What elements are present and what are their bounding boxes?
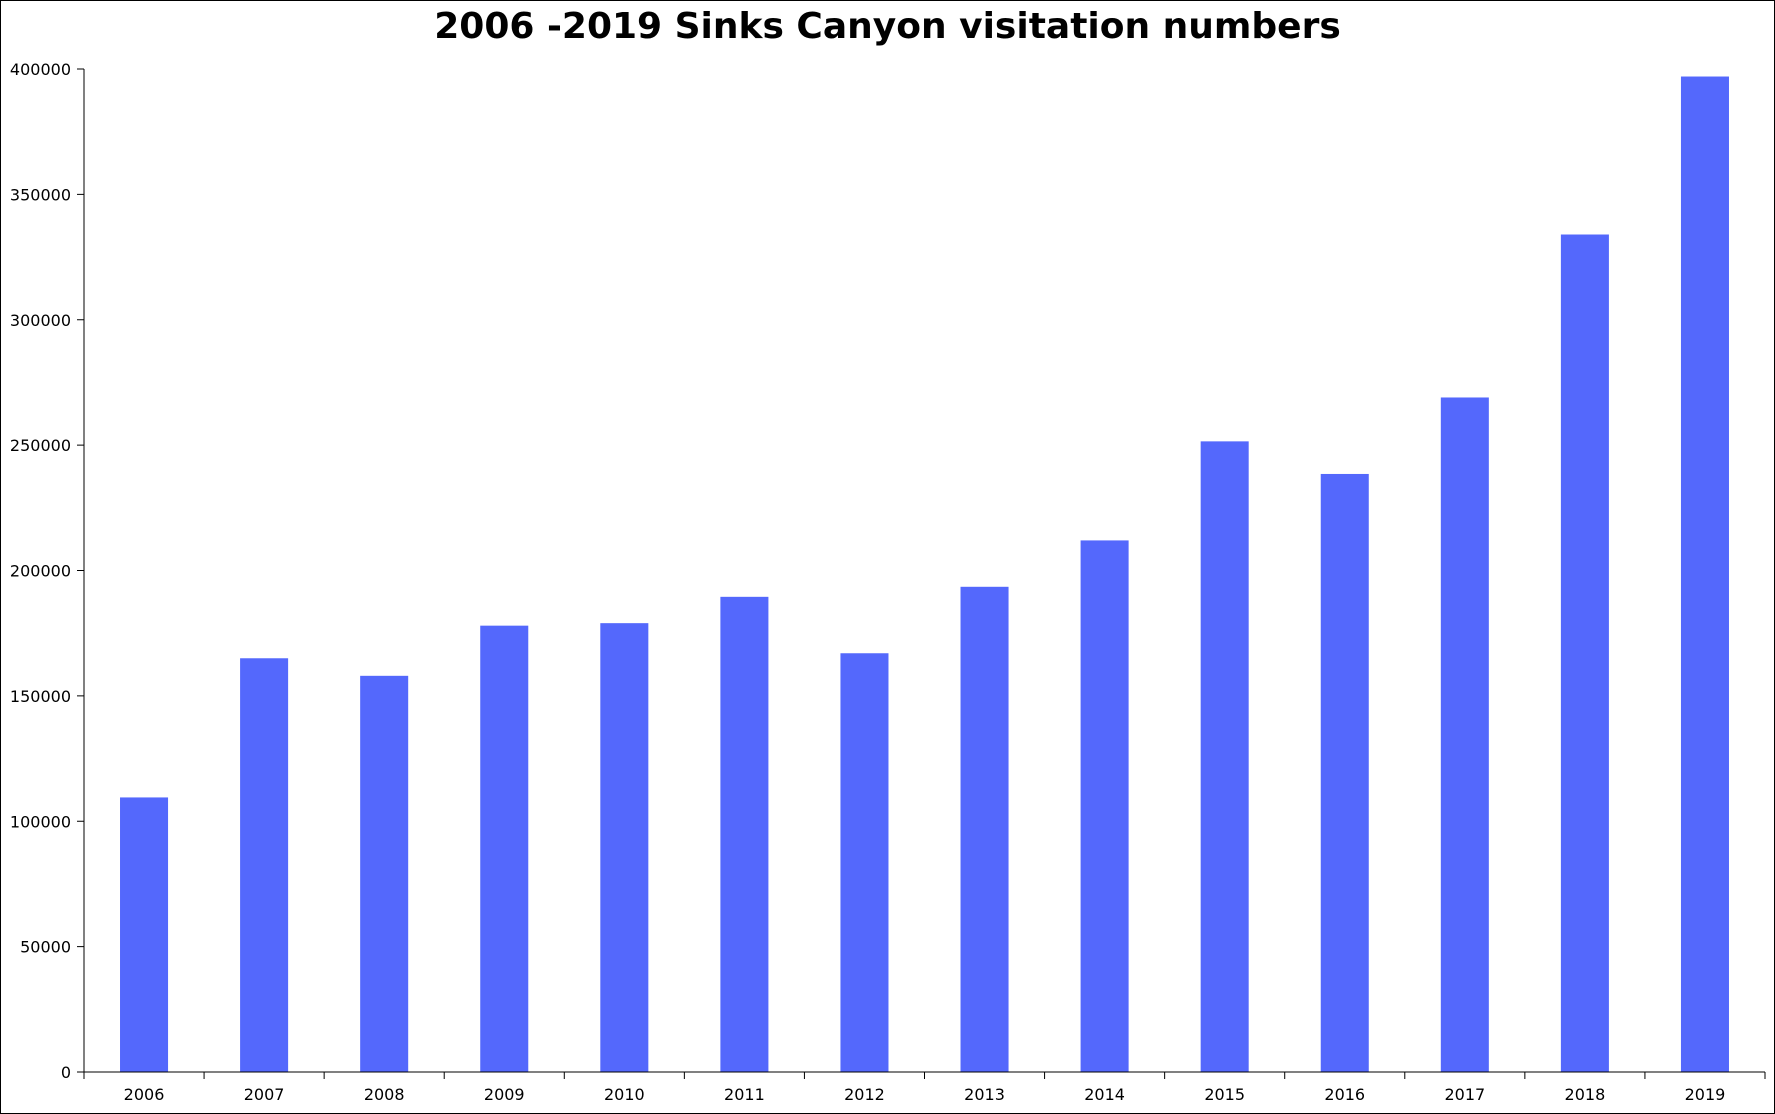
x-tick-label-2012: 2012 xyxy=(844,1085,885,1104)
x-tick-label-2016: 2016 xyxy=(1324,1085,1365,1104)
bar-2014 xyxy=(1080,540,1129,1072)
bar-2012 xyxy=(840,653,889,1072)
bar-2009 xyxy=(480,625,529,1072)
x-tick-label-2015: 2015 xyxy=(1204,1085,1245,1104)
bar-2017 xyxy=(1440,397,1489,1073)
x-tick-label-2006: 2006 xyxy=(124,1085,165,1104)
bar-2007 xyxy=(240,658,289,1072)
y-tick-label: 200000 xyxy=(10,562,71,581)
x-tick-label-2009: 2009 xyxy=(484,1085,525,1104)
y-tick-label: 350000 xyxy=(10,185,71,204)
y-tick-label: 0 xyxy=(61,1063,71,1082)
chart-title: 2006 -2019 Sinks Canyon visitation numbe… xyxy=(434,6,1341,47)
x-tick-label-2011: 2011 xyxy=(724,1085,765,1104)
x-tick-label-2013: 2013 xyxy=(964,1085,1005,1104)
x-tick-label-2008: 2008 xyxy=(364,1085,405,1104)
bar-2018 xyxy=(1560,234,1609,1072)
bar-2019 xyxy=(1680,76,1729,1072)
bar-2006 xyxy=(120,797,169,1072)
y-tick-label: 100000 xyxy=(10,812,71,831)
y-tick-label: 150000 xyxy=(10,687,71,706)
x-tick-label-2014: 2014 xyxy=(1084,1085,1125,1104)
x-tick-label-2019: 2019 xyxy=(1685,1085,1726,1104)
bar-2016 xyxy=(1320,473,1369,1073)
y-tick-label: 300000 xyxy=(10,311,71,330)
x-tick-label-2010: 2010 xyxy=(604,1085,645,1104)
x-tick-label-2018: 2018 xyxy=(1565,1085,1606,1104)
bar-2011 xyxy=(720,596,769,1072)
bar-2008 xyxy=(360,675,409,1072)
bar-2013 xyxy=(960,586,1009,1072)
bar-2010 xyxy=(600,623,649,1072)
y-tick-label: 250000 xyxy=(10,436,71,455)
axes: 0 50000 100000 150000 200000 250000 300000 3500… xyxy=(10,60,1766,1104)
y-tick-label: 50000 xyxy=(20,938,71,957)
bar-2015 xyxy=(1200,441,1249,1072)
bar-group xyxy=(120,76,1729,1073)
y-tick-label: 400000 xyxy=(10,60,71,79)
x-tick-label-2017: 2017 xyxy=(1444,1085,1485,1104)
x-tick-label-2007: 2007 xyxy=(244,1085,285,1104)
